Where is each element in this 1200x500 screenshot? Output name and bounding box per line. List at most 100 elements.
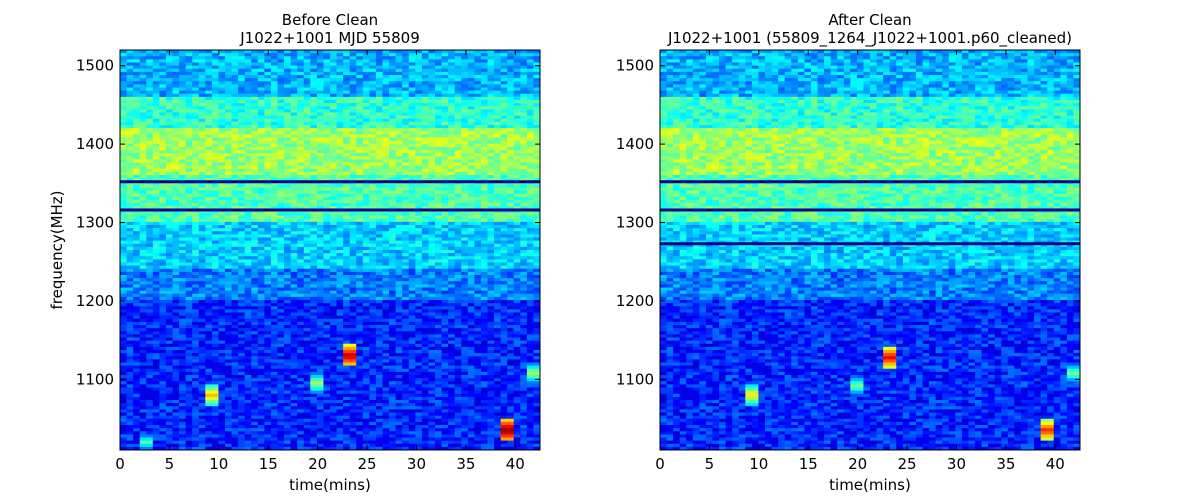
heatmap-cell [513,212,521,217]
heatmap-cell [343,143,351,148]
heatmap-cell [146,262,154,267]
heatmap-cell [448,65,456,70]
heatmap-cell [165,125,173,129]
heatmap-cell [375,259,383,263]
heatmap-cell [349,75,357,79]
heatmap-cell [290,215,298,220]
heatmap-cell [375,84,383,88]
heatmap-cell [343,131,351,135]
heatmap-cell [251,81,259,85]
heatmap-cell [218,53,226,57]
heatmap-cell [310,162,318,167]
heatmap-cell [218,175,226,179]
heatmap-cell [507,240,515,245]
heatmap-cell [257,50,265,54]
heatmap-cell [323,68,331,73]
heatmap-cell [323,262,331,267]
heatmap-cell [120,159,127,163]
heatmap-cell [421,259,429,263]
heatmap-cell [297,134,305,138]
heatmap-cell [507,184,515,188]
heatmap-cell [290,184,298,188]
heatmap-cell [402,59,410,63]
heatmap-cell [316,75,324,79]
heatmap-cell [139,234,147,238]
heatmap-cell [421,234,429,238]
heatmap-cell [172,200,180,204]
heatmap-cell [218,190,226,195]
heatmap-cell [218,250,226,254]
heatmap-cell [454,203,462,207]
heatmap-cell [192,240,200,245]
heatmap-cell [349,131,357,135]
heatmap-cell [179,143,187,148]
heatmap-cell [441,78,449,82]
heatmap-cell [126,153,134,157]
heatmap-cell [389,56,397,60]
heatmap-cell [389,259,397,263]
heatmap-cell [297,128,305,132]
heatmap-cell [172,187,180,192]
heatmap-cell [126,215,134,220]
heatmap-cell [225,87,232,92]
heatmap-cell [448,234,456,238]
heatmap-cell [139,87,147,92]
heatmap-cell [369,87,377,92]
heatmap-cell [211,143,219,148]
heatmap-cell [369,50,377,54]
heatmap-cell [225,240,232,245]
heatmap-cell [408,100,416,104]
heatmap-cell [244,175,252,179]
heatmap-cell [526,134,534,138]
heatmap-cell [310,121,318,126]
heatmap-cell [395,143,403,148]
heatmap-cell [185,150,193,154]
heatmap-cell [343,84,351,88]
heatmap-cell [448,125,456,129]
heatmap-cell [343,268,351,273]
heatmap-cell [126,178,134,182]
heatmap-cell [126,165,134,170]
heatmap-cell [205,71,213,76]
heatmap-cell [165,109,173,113]
heatmap-cell [225,253,232,257]
heatmap-cell [369,168,377,173]
heatmap-cell [382,146,390,151]
heatmap-cell [421,178,429,182]
heatmap-cell [382,234,390,238]
heatmap-cell [375,271,383,276]
heatmap-cell [211,131,219,135]
heatmap-cell [297,131,305,135]
heatmap-cell [461,203,469,207]
heatmap-cell [310,140,318,145]
heatmap-cell [448,271,456,276]
heatmap-cell [126,162,134,167]
heatmap-cell [165,231,173,235]
heatmap-cell [520,62,528,67]
heatmap-cell [474,153,482,157]
heatmap-cell [520,53,528,57]
heatmap-cell [179,100,187,104]
heatmap-cell [159,81,167,85]
heatmap-cell [356,231,364,235]
heatmap-cell [290,243,298,248]
heatmap-cell [297,150,305,154]
heatmap-cell [218,118,226,123]
heatmap-cell [146,90,154,95]
heatmap-cell [192,56,200,60]
heatmap-cell [395,259,403,263]
heatmap-cell [428,225,436,229]
heatmap-cell [428,193,436,198]
heatmap-cell [205,90,213,95]
heatmap-cell [467,103,475,107]
heatmap-cell [238,215,246,220]
heatmap-cell [343,253,351,257]
heatmap-cell [270,250,278,254]
heatmap-cell [172,278,180,282]
heatmap-cell [513,175,521,179]
heatmap-cell [507,225,515,229]
heatmap-cell [441,50,449,54]
heatmap-cell [343,196,351,201]
heatmap-cell [513,109,521,113]
heatmap-cell [205,221,213,226]
